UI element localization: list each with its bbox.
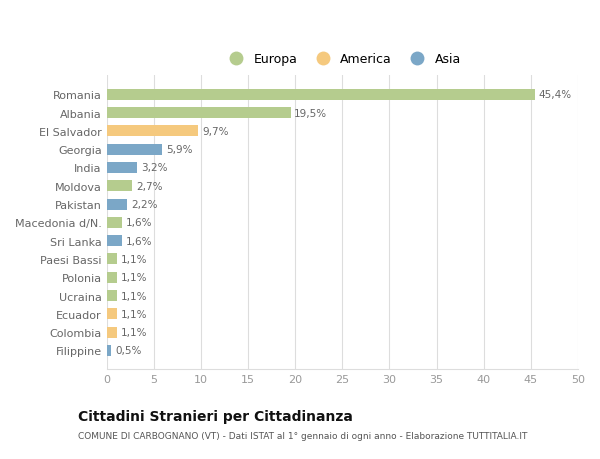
Bar xyxy=(107,235,122,246)
Bar xyxy=(107,218,122,228)
Bar xyxy=(107,144,163,155)
Bar xyxy=(107,272,117,283)
Text: 19,5%: 19,5% xyxy=(294,108,328,118)
Text: 0,5%: 0,5% xyxy=(115,346,142,356)
Text: 1,6%: 1,6% xyxy=(125,236,152,246)
Text: Cittadini Stranieri per Cittadinanza: Cittadini Stranieri per Cittadinanza xyxy=(78,409,353,423)
Bar xyxy=(107,254,117,265)
Bar xyxy=(107,327,117,338)
Text: 3,2%: 3,2% xyxy=(140,163,167,173)
Bar xyxy=(107,199,127,210)
Legend: Europa, America, Asia: Europa, America, Asia xyxy=(224,53,461,66)
Text: 1,1%: 1,1% xyxy=(121,273,148,283)
Bar xyxy=(107,126,198,137)
Text: 1,1%: 1,1% xyxy=(121,291,148,301)
Bar xyxy=(107,108,290,119)
Bar xyxy=(107,309,117,319)
Bar xyxy=(107,90,535,101)
Text: 1,1%: 1,1% xyxy=(121,327,148,337)
Text: 45,4%: 45,4% xyxy=(538,90,572,100)
Bar xyxy=(107,291,117,302)
Text: 5,9%: 5,9% xyxy=(166,145,193,155)
Text: 1,6%: 1,6% xyxy=(125,218,152,228)
Bar xyxy=(107,345,112,356)
Text: 2,2%: 2,2% xyxy=(131,200,158,210)
Text: 2,7%: 2,7% xyxy=(136,181,163,191)
Bar xyxy=(107,162,137,174)
Text: COMUNE DI CARBOGNANO (VT) - Dati ISTAT al 1° gennaio di ogni anno - Elaborazione: COMUNE DI CARBOGNANO (VT) - Dati ISTAT a… xyxy=(78,431,527,440)
Text: 1,1%: 1,1% xyxy=(121,254,148,264)
Text: 9,7%: 9,7% xyxy=(202,127,229,136)
Text: 1,1%: 1,1% xyxy=(121,309,148,319)
Bar xyxy=(107,181,132,192)
